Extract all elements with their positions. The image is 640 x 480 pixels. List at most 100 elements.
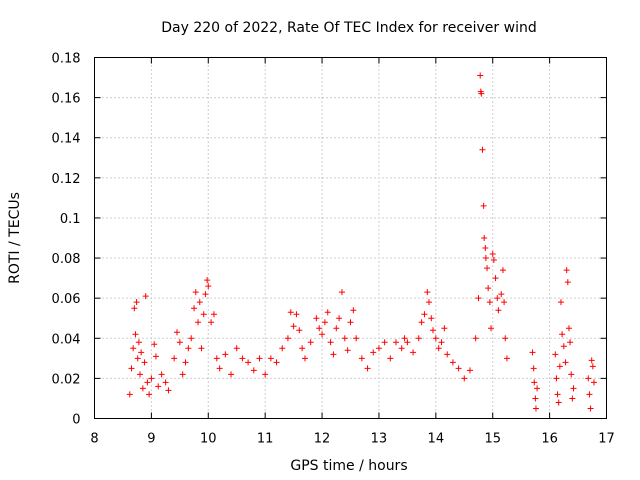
data-point xyxy=(585,375,592,382)
x-tick-labels: 8 9 10 11 12 13 14 15 16 17 xyxy=(90,432,614,447)
data-point xyxy=(358,355,365,362)
data-point xyxy=(563,267,570,274)
data-point xyxy=(131,305,138,312)
y-tick-label: 0.14 xyxy=(52,132,81,147)
data-point xyxy=(171,355,178,362)
data-point xyxy=(133,299,140,306)
data-point xyxy=(347,319,354,326)
data-point xyxy=(482,245,489,252)
x-tick-label: 10 xyxy=(200,432,217,447)
data-point xyxy=(287,309,294,316)
data-point xyxy=(565,325,572,332)
data-point xyxy=(204,277,211,284)
data-point xyxy=(208,319,215,326)
data-point xyxy=(126,391,133,398)
data-point xyxy=(404,339,411,346)
data-point xyxy=(151,341,158,348)
data-point xyxy=(410,349,417,356)
x-tick-label: 11 xyxy=(257,432,274,447)
data-point xyxy=(532,405,539,412)
data-point xyxy=(481,235,488,241)
x-tick-label: 14 xyxy=(428,432,445,447)
data-point xyxy=(479,146,486,153)
data-point xyxy=(192,289,199,296)
y-tick-label: 0.18 xyxy=(52,52,81,67)
data-point xyxy=(324,309,331,316)
data-point xyxy=(262,371,269,378)
data-point xyxy=(401,335,408,342)
data-point xyxy=(307,339,314,346)
data-point xyxy=(350,307,357,314)
x-tick-label: 8 xyxy=(90,432,98,447)
data-point xyxy=(475,295,482,302)
data-point xyxy=(179,371,186,378)
y-tick-label: 0.16 xyxy=(52,92,81,107)
data-point xyxy=(552,351,559,358)
data-point xyxy=(559,331,566,338)
data-point xyxy=(196,299,203,306)
data-point xyxy=(185,345,192,352)
data-point xyxy=(132,331,139,338)
data-point xyxy=(478,90,485,97)
data-point xyxy=(532,395,539,402)
data-point xyxy=(213,355,220,362)
data-point xyxy=(438,339,445,346)
y-tick-label: 0.08 xyxy=(52,252,81,267)
data-point xyxy=(557,299,564,306)
data-point xyxy=(489,251,496,258)
data-point xyxy=(466,367,473,374)
data-point xyxy=(152,353,159,360)
data-point xyxy=(250,367,257,374)
data-point xyxy=(233,345,240,352)
data-point xyxy=(492,275,499,282)
data-point xyxy=(472,335,479,342)
data-point xyxy=(567,339,574,346)
data-point xyxy=(316,325,323,332)
data-point xyxy=(555,399,562,406)
data-point xyxy=(216,365,223,372)
data-point xyxy=(421,311,428,318)
data-point xyxy=(589,363,596,370)
data-point xyxy=(273,359,280,366)
data-point xyxy=(488,325,495,332)
data-point xyxy=(588,357,595,364)
data-point xyxy=(494,295,501,302)
data-point xyxy=(482,255,489,262)
data-point xyxy=(162,379,169,386)
data-point xyxy=(495,307,502,314)
data-point xyxy=(319,331,326,338)
data-point xyxy=(158,371,165,378)
data-point xyxy=(353,335,360,342)
data-point xyxy=(198,345,205,352)
data-point xyxy=(586,391,593,398)
plot-frame xyxy=(94,57,607,419)
data-point xyxy=(239,355,246,362)
data-point xyxy=(134,355,141,362)
data-point xyxy=(429,327,436,334)
data-point xyxy=(484,265,491,272)
x-tick-label: 17 xyxy=(598,432,615,447)
data-point xyxy=(284,335,291,342)
grid-lines xyxy=(94,57,607,419)
data-point xyxy=(222,351,229,358)
data-point xyxy=(570,385,577,392)
data-point xyxy=(165,387,172,394)
data-point xyxy=(344,347,351,354)
y-tick-label: 0.1 xyxy=(60,212,81,227)
data-point xyxy=(173,329,180,336)
data-point xyxy=(530,365,537,372)
x-axis-label: GPS time / hours xyxy=(290,458,407,474)
data-point xyxy=(139,385,146,392)
data-point xyxy=(485,285,492,292)
data-point xyxy=(338,289,345,296)
x-tick-label: 16 xyxy=(541,432,558,447)
data-point xyxy=(569,395,576,402)
x-tick-label: 15 xyxy=(484,432,501,447)
data-point xyxy=(313,315,320,322)
data-point xyxy=(364,365,371,372)
data-point xyxy=(330,351,337,358)
data-point xyxy=(568,371,575,378)
data-point xyxy=(590,379,597,386)
data-point xyxy=(387,355,394,362)
chart-title: Day 220 of 2022, Rate Of TEC Index for r… xyxy=(161,20,536,36)
